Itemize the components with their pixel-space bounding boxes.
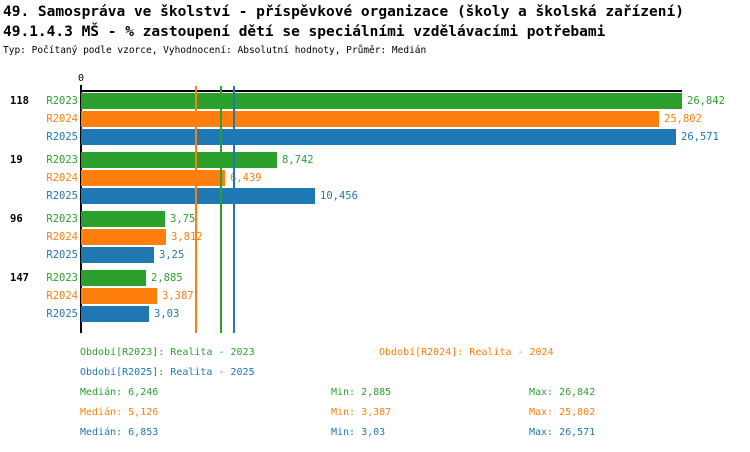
- bar: [81, 270, 146, 286]
- median-line-r2025: [233, 86, 235, 333]
- bar-value-label: 2,885: [151, 272, 183, 284]
- y-axis-line: [80, 85, 82, 333]
- group-label: 96: [10, 213, 23, 225]
- bar: [81, 111, 659, 127]
- report-subtitle: Typ: Počítaný podle vzorce, Vyhodnocení:…: [3, 45, 427, 56]
- stat-median-r2025: Medián: 6,853: [80, 427, 159, 438]
- bar-row-label: R2024: [46, 290, 78, 302]
- x-axis-zero-label: 0: [77, 73, 85, 84]
- bar-value-label: 3,25: [159, 249, 185, 261]
- bar-row-label: R2025: [46, 249, 78, 261]
- bar-row-label: R2025: [46, 308, 78, 320]
- x-axis-line: [81, 90, 682, 92]
- bar: [81, 170, 225, 186]
- bar-row-label: R2023: [46, 272, 78, 284]
- legend-item-r2025: Období[R2025]: Realita - 2025: [80, 367, 255, 378]
- group-label: 147: [10, 272, 29, 284]
- report-title-line-1: 49. Samospráva ve školství - příspěvkové…: [3, 4, 684, 20]
- bar-value-label: 25,802: [664, 113, 702, 125]
- bar-value-label: 3,03: [154, 308, 180, 320]
- bar-value-label: 3,812: [171, 231, 203, 243]
- stat-max-r2025: Max: 26,571: [529, 427, 596, 438]
- bar: [81, 152, 277, 168]
- bar-row-label: R2023: [46, 95, 78, 107]
- stat-median-r2024: Medián: 5,126: [80, 407, 159, 418]
- bar-row-label: R2025: [46, 131, 78, 143]
- report-title-line-2: 49.1.4.3 MŠ - % zastoupení dětí se speci…: [3, 24, 606, 40]
- group-label: 118: [10, 95, 29, 107]
- bar-row-label: R2023: [46, 213, 78, 225]
- legend-item-r2023: Období[R2023]: Realita - 2023: [80, 347, 255, 358]
- bar-row-label: R2024: [46, 231, 78, 243]
- bar-row-label: R2024: [46, 113, 78, 125]
- bar: [81, 211, 165, 227]
- group-label: 19: [10, 154, 23, 166]
- bar-value-label: 6,439: [230, 172, 262, 184]
- bar-value-label: 8,742: [282, 154, 314, 166]
- bar: [81, 129, 676, 145]
- bar-row-label: R2024: [46, 172, 78, 184]
- bar: [81, 93, 682, 109]
- bar-value-label: 3,387: [162, 290, 194, 302]
- legend-item-r2024: Období[R2024]: Realita - 2024: [379, 347, 554, 358]
- bar-value-label: 10,456: [320, 190, 358, 202]
- bar-value-label: 26,571: [681, 131, 719, 143]
- bar: [81, 288, 157, 304]
- stat-min-r2025: Min: 3,03: [331, 427, 386, 438]
- stat-median-r2023: Medián: 6,246: [80, 387, 159, 398]
- stat-min-r2023: Min: 2,885: [331, 387, 392, 398]
- bar: [81, 229, 166, 245]
- stat-min-r2024: Min: 3,387: [331, 407, 392, 418]
- stat-max-r2023: Max: 26,842: [529, 387, 596, 398]
- bar-row-label: R2023: [46, 154, 78, 166]
- bar: [81, 188, 315, 204]
- median-line-r2024: [195, 86, 197, 333]
- bar: [81, 306, 149, 322]
- bar: [81, 247, 154, 263]
- bar-row-label: R2025: [46, 190, 78, 202]
- stat-max-r2024: Max: 25,802: [529, 407, 596, 418]
- bar-value-label: 26,842: [687, 95, 725, 107]
- median-line-r2023: [220, 86, 222, 333]
- bar-value-label: 3,75: [170, 213, 196, 225]
